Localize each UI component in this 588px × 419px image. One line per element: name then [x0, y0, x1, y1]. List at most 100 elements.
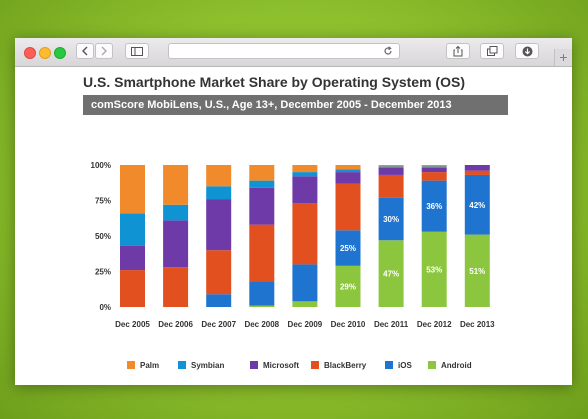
- bar-segment-android: [378, 240, 404, 307]
- x-tick-label: Dec 2012: [417, 320, 452, 329]
- chart-title: U.S. Smartphone Market Share by Operatin…: [83, 74, 465, 90]
- y-tick-label: 75%: [95, 197, 111, 206]
- bar-segment-blackberry: [464, 170, 490, 175]
- bar-segment-android: [421, 231, 447, 307]
- x-tick-label: Dec 2011: [374, 320, 409, 329]
- bar-segment-blackberry: [421, 172, 447, 181]
- sidebar-icon: [131, 46, 143, 56]
- download-icon: [522, 46, 532, 56]
- stacked-bar-chart: 0% 25% 50% 75% 100% Dec 2005 Dec 2006 Dec 2007 D…: [91, 161, 496, 370]
- tabs-button[interactable]: [480, 43, 504, 59]
- tabs-icon: [486, 46, 497, 56]
- bar-segment-ios: [249, 281, 275, 306]
- bar-segment-blackberry: [378, 174, 404, 198]
- plus-icon: +: [559, 49, 568, 65]
- legend-label-android: Android: [441, 361, 472, 370]
- legend-swatch-palm: [127, 361, 135, 369]
- minimize-window-button[interactable]: [39, 47, 51, 59]
- bar-segment-blackberry: [249, 224, 275, 282]
- y-tick-label: 0%: [99, 303, 111, 312]
- close-window-button[interactable]: [24, 47, 36, 59]
- y-tick-label: 25%: [95, 268, 111, 277]
- bar-segment-blackberry: [335, 183, 361, 231]
- legend-label-symbian: Symbian: [191, 361, 224, 370]
- legend-swatch-microsoft: [250, 361, 258, 369]
- bar-segment-palm: [206, 165, 232, 187]
- back-button[interactable]: [76, 43, 94, 59]
- bar-segment-ios: [335, 230, 361, 266]
- sidebar-button[interactable]: [125, 43, 149, 59]
- bar-segment-symbian: [249, 180, 275, 188]
- bar-segment-blackberry: [163, 267, 189, 307]
- bar-segment-ios: [378, 197, 404, 241]
- data-label: 51%: [469, 267, 485, 276]
- x-tick-label: Dec 2006: [158, 320, 193, 329]
- bar-segment-microsoft: [206, 199, 232, 251]
- bar-segment-ios: [292, 264, 318, 302]
- legend-swatch-blackberry: [311, 361, 319, 369]
- bar-segment-palm: [335, 165, 361, 170]
- forward-button[interactable]: [95, 43, 113, 59]
- bar-segment-microsoft: [378, 167, 404, 175]
- bar-segment-microsoft: [464, 165, 490, 171]
- chart-subtitle: comScore MobiLens, U.S., Age 13+, Decemb…: [83, 95, 508, 115]
- bar-segment-ios: [464, 174, 490, 235]
- address-bar[interactable]: [168, 43, 400, 59]
- data-label: 47%: [383, 270, 399, 279]
- legend-swatch-ios: [385, 361, 393, 369]
- bar-segment-symbian: [206, 186, 232, 200]
- bar-segment-microsoft: [292, 176, 318, 204]
- bar-segment-symbian: [163, 204, 189, 221]
- bar-segment-microsoft: [163, 220, 189, 268]
- bar-segment-palm: [378, 165, 404, 167]
- legend-swatch-android: [428, 361, 436, 369]
- bar-segment-ios: [421, 180, 447, 232]
- browser-window: + U.S. Smartphone Market Share by Operat…: [15, 38, 572, 385]
- legend-swatch-symbian: [178, 361, 186, 369]
- reload-icon[interactable]: [383, 46, 393, 56]
- x-tick-label: Dec 2013: [460, 320, 495, 329]
- bar-segment-microsoft: [249, 187, 275, 225]
- legend-label-palm: Palm: [140, 361, 159, 370]
- share-button[interactable]: [446, 43, 470, 59]
- bar-segment-symbian: [421, 166, 447, 168]
- bar-segment-microsoft: [421, 167, 447, 173]
- download-button[interactable]: [515, 43, 539, 59]
- new-tab-button[interactable]: +: [554, 49, 572, 66]
- data-label: 53%: [426, 265, 442, 274]
- data-label: 30%: [383, 215, 399, 224]
- bar-segment-palm: [421, 165, 447, 167]
- bar-segment-symbian: [292, 172, 318, 177]
- data-label: 42%: [469, 201, 485, 210]
- data-label: 29%: [340, 282, 356, 291]
- bar-segment-blackberry: [292, 203, 318, 265]
- bar-segment-android: [249, 305, 275, 307]
- legend-label-ios: iOS: [398, 361, 412, 370]
- bar-segment-ios: [206, 294, 232, 307]
- bar-segment-android: [335, 265, 361, 307]
- x-tick-label: Dec 2005: [115, 320, 150, 329]
- zoom-window-button[interactable]: [54, 47, 66, 59]
- x-tick-label: Dec 2008: [244, 320, 279, 329]
- y-tick-label: 100%: [91, 161, 111, 170]
- bar-segment-symbian: [120, 213, 145, 246]
- x-tick-label: Dec 2010: [331, 320, 366, 329]
- bar-segment-blackberry: [120, 270, 145, 307]
- bar-segment-symbian: [378, 166, 404, 168]
- forward-icon: [101, 46, 107, 56]
- legend-label-microsoft: Microsoft: [263, 361, 299, 370]
- data-label: 25%: [340, 244, 356, 253]
- x-tick-label: Dec 2007: [201, 320, 236, 329]
- share-icon: [453, 45, 463, 56]
- bar-segment-palm: [249, 165, 275, 181]
- data-label: 36%: [426, 202, 442, 211]
- x-tick-label: Dec 2009: [288, 320, 323, 329]
- legend-label-blackberry: BlackBerry: [324, 361, 367, 370]
- browser-toolbar: +: [15, 38, 572, 67]
- bar-segment-symbian: [335, 169, 361, 173]
- bar-segment-palm: [163, 165, 189, 205]
- bar-segment-android: [464, 234, 490, 307]
- bar-segment-palm: [292, 165, 318, 173]
- bar-segment-microsoft: [335, 172, 361, 184]
- bar-segment-palm: [120, 165, 145, 214]
